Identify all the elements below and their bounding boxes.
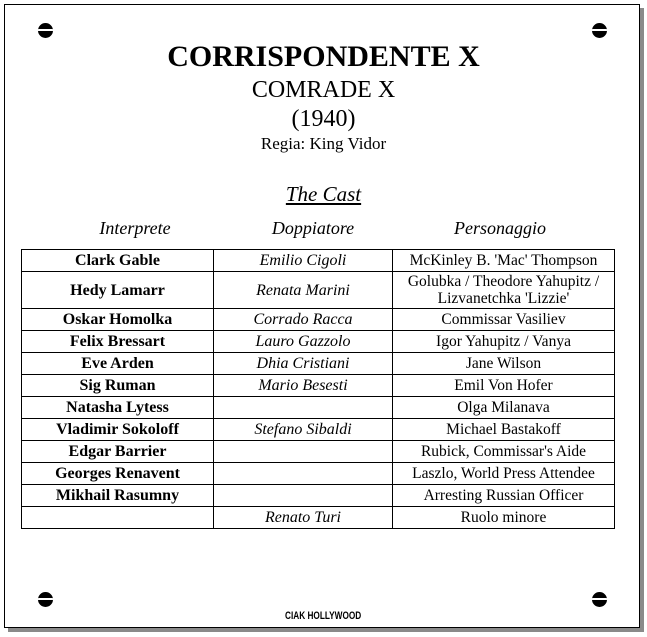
screw-icon: [38, 592, 53, 607]
actor-cell: Edgar Barrier: [21, 440, 214, 463]
voice-actor-cell: Renata Marini: [213, 271, 393, 309]
table-row: Eve Arden Dhia Cristiani Jane Wilson: [21, 352, 615, 375]
voice-actor-cell: [213, 440, 393, 463]
character-cell: Michael Bastakoff: [392, 418, 615, 441]
voice-actor-cell: [213, 396, 393, 419]
voice-actor-cell: Mario Besesti: [213, 374, 393, 397]
cast-table: Clark Gable Emilio Cigoli McKinley B. 'Mac…: [21, 249, 615, 529]
actor-cell: Eve Arden: [21, 352, 214, 375]
director: Regia: King Vidor: [260, 134, 387, 153]
voice-actor-cell: Corrado Racca: [213, 308, 393, 331]
voice-actor-cell: Renato Turi: [213, 506, 393, 529]
screw-icon: [592, 592, 607, 607]
table-row: Vladimir Sokoloff Stefano Sibaldi Michael …: [21, 418, 615, 441]
table-row: Mikhail Rasumny Arresting Russian Officer: [21, 484, 615, 507]
actor-cell: [21, 506, 214, 529]
title: CORRISPONDENTE X: [167, 40, 480, 73]
year: (1940): [291, 106, 356, 132]
subtitle: COMRADE X: [251, 77, 396, 103]
column-header: Interprete: [99, 218, 171, 238]
actor-cell: Hedy Lamarr: [21, 271, 214, 309]
column-header: Doppiatore: [271, 218, 355, 238]
character-cell: Arresting Russian Officer: [392, 484, 615, 507]
character-cell: Golubka / Theodore Yahupitz / Lizvanetch…: [392, 271, 615, 309]
character-cell: Ruolo minore: [392, 506, 615, 529]
logo: CIAK HOLLYWOOD: [285, 610, 362, 622]
table-row: Clark Gable Emilio Cigoli McKinley B. 'Mac…: [21, 249, 615, 272]
actor-cell: Felix Bressart: [21, 330, 214, 353]
actor-cell: Oskar Homolka: [21, 308, 214, 331]
table-row: Felix Bressart Lauro Gazzolo Igor Yahupitz…: [21, 330, 615, 353]
actor-cell: Natasha Lytess: [21, 396, 214, 419]
voice-actor-cell: [213, 484, 393, 507]
actor-cell: Georges Renavent: [21, 462, 214, 485]
screw-icon: [592, 23, 607, 38]
actor-cell: Clark Gable: [21, 249, 214, 272]
character-cell: Igor Yahupitz / Vanya: [392, 330, 615, 353]
voice-actor-cell: Lauro Gazzolo: [213, 330, 393, 353]
voice-actor-cell: Dhia Cristiani: [213, 352, 393, 375]
character-cell: McKinley B. 'Mac' Thompson: [392, 249, 615, 272]
character-cell: Olga Milanava: [392, 396, 615, 419]
screw-icon: [38, 23, 53, 38]
character-cell: Commissar Vasiliev: [392, 308, 615, 331]
table-row: Georges Renavent Laszlo, World Press Atte…: [21, 462, 615, 485]
actor-cell: Sig Ruman: [21, 374, 214, 397]
cast-heading: The Cast: [285, 182, 362, 206]
table-row: Natasha Lytess Olga Milanava: [21, 396, 615, 419]
table-row: Renato Turi Ruolo minore: [21, 506, 615, 529]
actor-cell: Mikhail Rasumny: [21, 484, 214, 507]
voice-actor-cell: Emilio Cigoli: [213, 249, 393, 272]
column-header: Personaggio: [454, 218, 546, 238]
voice-actor-cell: Stefano Sibaldi: [213, 418, 393, 441]
voice-actor-cell: [213, 462, 393, 485]
character-cell: Rubick, Commissar's Aide: [392, 440, 615, 463]
character-cell: Jane Wilson: [392, 352, 615, 375]
table-row: Edgar Barrier Rubick, Commissar's Aide: [21, 440, 615, 463]
table-row: Hedy Lamarr Renata Marini Golubka / Theodo…: [21, 271, 615, 309]
table-row: Oskar Homolka Corrado Racca Commissar Vasi…: [21, 308, 615, 331]
character-cell: Laszlo, World Press Attendee: [392, 462, 615, 485]
character-cell: Emil Von Hofer: [392, 374, 615, 397]
actor-cell: Vladimir Sokoloff: [21, 418, 214, 441]
table-row: Sig Ruman Mario Besesti Emil Von Hofer: [21, 374, 615, 397]
